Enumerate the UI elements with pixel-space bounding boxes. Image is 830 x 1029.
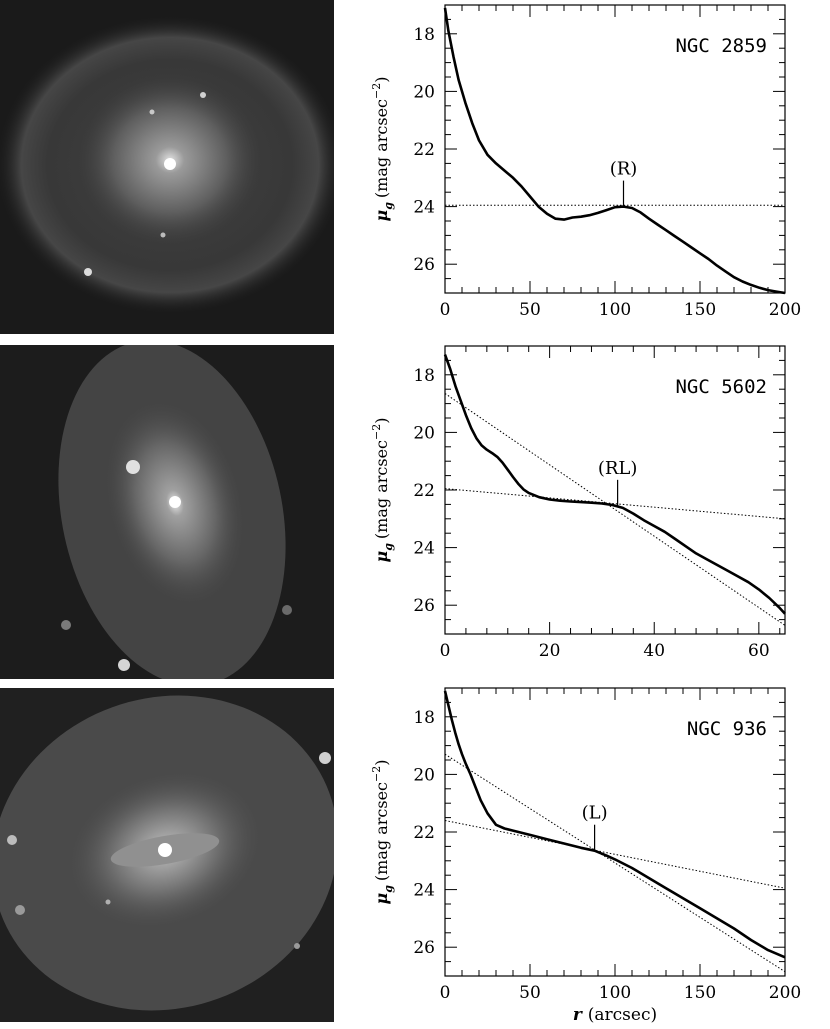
- y-tick-label: 26: [413, 938, 435, 958]
- profile-line: [443, 354, 786, 615]
- fit-line-dotted: [444, 488, 786, 520]
- y-axis-symbol: μ: [372, 209, 391, 221]
- y-tick-label: 26: [413, 255, 435, 275]
- y-axis-label: μg (mag arcsec−2): [370, 77, 395, 222]
- y-axis-unit: (mag arcsec: [372, 99, 391, 198]
- annotation-label: (R): [610, 159, 638, 180]
- y-axis-exponent: −2: [370, 424, 383, 440]
- profile-line: [443, 690, 786, 959]
- y-axis-unit: (mag arcsec: [372, 782, 391, 881]
- x-tick-label: 0: [440, 983, 451, 1003]
- y-axis-symbol: μ: [372, 892, 391, 904]
- galaxy-name: NGC 936: [687, 718, 767, 740]
- galaxy-name: NGC 5602: [675, 376, 767, 398]
- y-axis-label: μg (mag arcsec−2): [370, 418, 395, 563]
- annotation-label: (RL): [598, 458, 638, 479]
- profile-plot-0: 0 50 100 150 200 18 20 22 24 26 μg (mag arcsec−2) NG…: [370, 4, 801, 320]
- x-axis-symbol: r: [573, 1005, 588, 1025]
- annotation-label: (L): [582, 803, 608, 824]
- fit-line-dotted: [444, 820, 786, 889]
- x-tick-label: 50: [519, 300, 541, 320]
- x-tick-label: 150: [684, 983, 716, 1003]
- x-tick-label: 200: [769, 300, 801, 320]
- y-tick-label: 18: [413, 708, 435, 728]
- y-axis-exponent: −2: [370, 83, 383, 99]
- y-axis-subscript: g: [382, 543, 395, 551]
- x-tick-label: 0: [440, 300, 451, 320]
- y-tick-label: 24: [413, 198, 435, 218]
- y-tick-label: 22: [413, 481, 435, 501]
- y-tick-label: 20: [413, 82, 435, 102]
- galaxy-image-ngc5602: [0, 345, 334, 679]
- x-tick-label: 0: [440, 641, 451, 661]
- galaxy-name: NGC 2859: [675, 35, 767, 57]
- y-axis-close: ): [372, 760, 391, 766]
- y-tick-label: 18: [413, 25, 435, 45]
- y-axis-close: ): [372, 418, 391, 424]
- x-tick-label: 40: [643, 641, 665, 661]
- x-tick-label: 50: [519, 983, 541, 1003]
- profile-plot-2: 0 50 100 150 200 18 20 22 24 26 μg (mag arcsec−2) r …: [370, 687, 801, 1025]
- y-axis-exponent: −2: [370, 766, 383, 782]
- y-tick-label: 22: [413, 140, 435, 160]
- x-tick-label: 100: [599, 300, 631, 320]
- x-axis-unit: (arcsec): [588, 1005, 657, 1025]
- y-axis-subscript: g: [382, 202, 395, 210]
- x-tick-label: 60: [748, 641, 770, 661]
- y-tick-label: 24: [413, 539, 435, 559]
- y-tick-label: 22: [413, 823, 435, 843]
- galaxy-image-ngc2859: [0, 0, 334, 334]
- x-axis-label: r (arcsec): [573, 1005, 657, 1025]
- y-tick-label: 24: [413, 881, 435, 901]
- y-axis-subscript: g: [382, 885, 395, 893]
- x-tick-label: 20: [539, 641, 561, 661]
- y-axis-unit: (mag arcsec: [372, 440, 391, 539]
- y-tick-label: 18: [413, 366, 435, 386]
- x-tick-label: 100: [599, 983, 631, 1003]
- y-axis-label: μg (mag arcsec−2): [370, 760, 395, 905]
- x-tick-label: 200: [769, 983, 801, 1003]
- y-axis-symbol: μ: [372, 550, 391, 562]
- y-tick-label: 20: [413, 423, 435, 443]
- profile-line: [443, 7, 786, 295]
- y-tick-label: 20: [413, 765, 435, 785]
- profile-plot-1: 0 20 40 60 18 20 22 24 26 μg (mag arcsec−2) NGC 560…: [370, 345, 786, 661]
- fit-line-dotted: [444, 753, 786, 973]
- galaxy-image-ngc936: [0, 688, 334, 1022]
- y-axis-close: ): [372, 77, 391, 83]
- y-tick-label: 26: [413, 596, 435, 616]
- fit-line-dotted: [444, 393, 786, 626]
- x-tick-label: 150: [684, 300, 716, 320]
